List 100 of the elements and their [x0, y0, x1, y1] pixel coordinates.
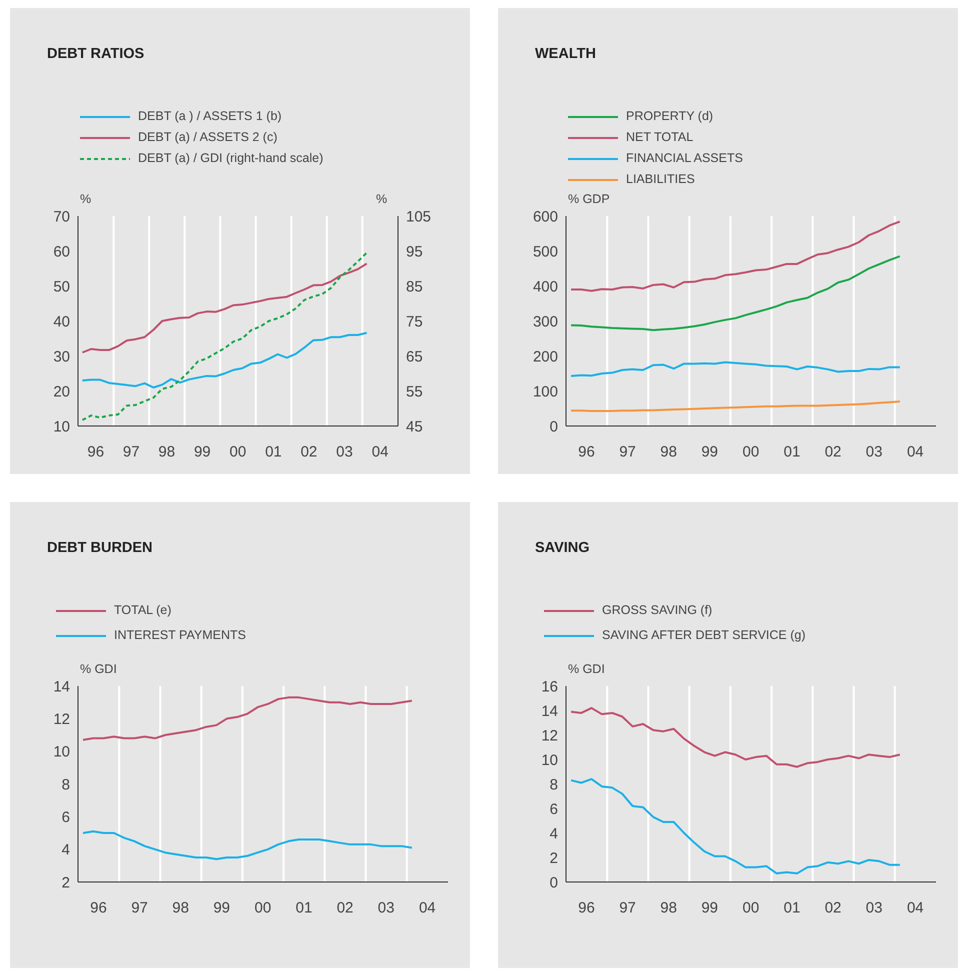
x-tick-label: 03 — [866, 900, 882, 917]
line-series — [570, 255, 901, 332]
x-tick-label: 01 — [784, 444, 800, 461]
y-tick-label: 0 — [550, 418, 558, 436]
line-series — [570, 778, 901, 874]
x-tick-label: 99 — [701, 444, 718, 461]
x-tick-label: 99 — [701, 900, 718, 917]
legend-label: TOTAL (e) — [114, 602, 172, 619]
chart-title: DEBT BURDEN — [47, 540, 153, 556]
legend-label: NET TOTAL — [626, 129, 694, 146]
line-series — [82, 830, 413, 860]
y2-tick-label: 65 — [406, 348, 423, 366]
y-tick-label: 400 — [532, 278, 558, 296]
y2-axis-title: % — [376, 192, 388, 206]
x-tick-label: 97 — [619, 444, 636, 461]
line-series — [81, 332, 368, 388]
legend-label: DEBT (a ) / ASSETS 1 (b) — [138, 108, 282, 125]
x-tick-label: 98 — [660, 444, 677, 461]
x-tick-label: 98 — [660, 900, 677, 917]
x-tick-label: 02 — [336, 900, 354, 917]
legend-label: PROPERTY (d) — [626, 108, 714, 125]
y-tick-label: 60 — [53, 243, 70, 260]
y-axis-title: % — [80, 192, 92, 206]
y-tick-label: 12 — [541, 727, 558, 744]
y-tick-label: 600 — [532, 208, 558, 226]
y-tick-label: 100 — [532, 383, 558, 400]
y-axis-title: % GDI — [80, 662, 117, 676]
x-tick-label: 96 — [578, 900, 595, 917]
chart-title: SAVING — [535, 540, 590, 556]
legend-label: FINANCIAL ASSETS — [626, 150, 743, 167]
y-tick-label: 0 — [550, 874, 558, 892]
y-tick-label: 14 — [53, 678, 70, 696]
line-series — [570, 707, 901, 768]
y-tick-label: 10 — [53, 744, 70, 761]
y-axis-title: % GDI — [568, 662, 605, 676]
chart-title: WEALTH — [535, 46, 596, 62]
x-tick-label: 01 — [296, 900, 312, 917]
x-tick-label: 02 — [824, 444, 842, 461]
y2-tick-label: 105 — [406, 208, 432, 226]
y2-tick-label: 45 — [406, 418, 423, 436]
y-tick-label: 2 — [62, 874, 70, 892]
y-tick-label: 20 — [53, 383, 70, 400]
y-tick-label: 6 — [550, 800, 558, 818]
line-series — [82, 696, 413, 741]
x-tick-label: 99 — [194, 444, 211, 461]
y-tick-label: 10 — [541, 752, 558, 769]
y2-tick-label: 55 — [406, 383, 423, 400]
legend-label: LIABILITIES — [626, 171, 695, 188]
x-tick-label: 97 — [122, 444, 140, 461]
y-tick-label: 50 — [53, 278, 70, 296]
x-tick-label: 03 — [866, 444, 882, 461]
x-tick-label: 02 — [300, 444, 318, 461]
legend-label: SAVING AFTER DEBT SERVICE (g) — [602, 627, 806, 644]
x-tick-label: 03 — [336, 444, 353, 461]
y-axis-title: % GDP — [568, 192, 610, 206]
x-tick-label: 04 — [906, 444, 924, 461]
line-series — [570, 361, 901, 377]
y-tick-label: 300 — [532, 313, 558, 330]
y-tick-label: 8 — [62, 776, 70, 794]
x-tick-label: 98 — [172, 900, 189, 917]
x-tick-label: 04 — [418, 900, 436, 917]
x-tick-label: 96 — [90, 900, 107, 917]
y-tick-label: 500 — [532, 243, 558, 260]
x-tick-label: 00 — [742, 444, 760, 461]
x-tick-label: 03 — [378, 900, 394, 917]
x-tick-label: 00 — [230, 444, 246, 461]
y-tick-label: 200 — [532, 348, 558, 366]
x-tick-label: 04 — [906, 900, 924, 917]
x-tick-label: 99 — [213, 900, 230, 917]
y-tick-label: 14 — [541, 702, 558, 720]
legend-label: DEBT (a) / GDI (right-hand scale) — [138, 150, 324, 167]
line-series — [81, 262, 368, 354]
y2-tick-label: 75 — [406, 313, 423, 330]
y-tick-label: 6 — [62, 808, 70, 826]
y-tick-label: 4 — [62, 842, 70, 859]
y-tick-label: 10 — [53, 418, 70, 436]
y-tick-label: 12 — [53, 710, 70, 728]
line-series — [570, 400, 901, 412]
x-tick-label: 00 — [742, 900, 760, 917]
y-tick-label: 8 — [550, 776, 558, 794]
y-tick-label: 16 — [541, 678, 558, 696]
line-series — [81, 252, 368, 422]
x-tick-label: 96 — [87, 444, 104, 461]
x-tick-label: 98 — [158, 444, 176, 461]
legend-label: DEBT (a) / ASSETS 2 (c) — [138, 129, 278, 146]
x-tick-label: 97 — [131, 900, 148, 917]
legend-label: INTEREST PAYMENTS — [114, 627, 246, 644]
y-tick-label: 40 — [53, 313, 70, 330]
x-tick-label: 96 — [578, 444, 595, 461]
y2-tick-label: 95 — [406, 243, 423, 260]
x-tick-label: 97 — [619, 900, 636, 917]
x-tick-label: 00 — [254, 900, 272, 917]
x-tick-label: 04 — [372, 444, 388, 461]
y-tick-label: 70 — [53, 208, 70, 226]
y2-tick-label: 85 — [406, 278, 423, 296]
x-tick-label: 01 — [784, 900, 800, 917]
y-tick-label: 2 — [550, 850, 558, 867]
y-tick-label: 30 — [53, 348, 70, 366]
chart-title: DEBT RATIOS — [47, 46, 144, 62]
legend-label: GROSS SAVING (f) — [602, 602, 712, 619]
